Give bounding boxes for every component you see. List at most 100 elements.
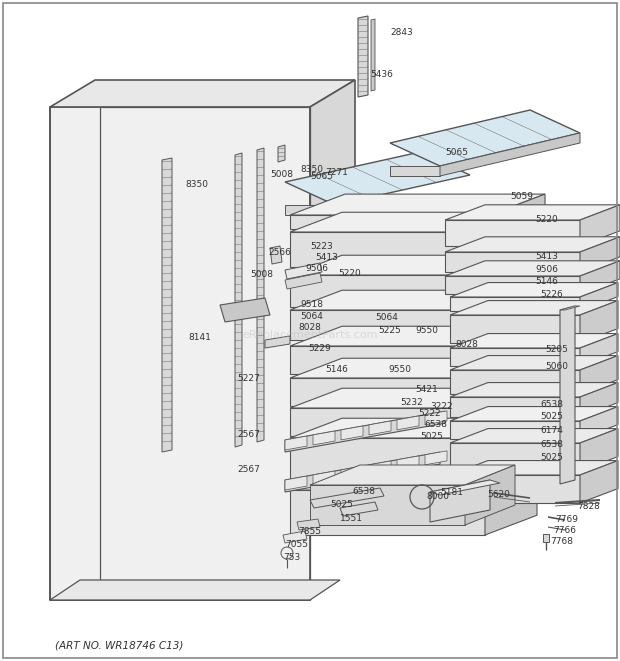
Polygon shape	[485, 255, 537, 307]
Polygon shape	[290, 232, 485, 267]
Polygon shape	[397, 456, 419, 470]
Text: (ART NO. WR18746 C13): (ART NO. WR18746 C13)	[55, 640, 184, 650]
Polygon shape	[445, 220, 580, 246]
Polygon shape	[290, 470, 537, 490]
Text: 5025: 5025	[420, 432, 443, 441]
Text: 5064: 5064	[375, 313, 398, 322]
Text: 6538: 6538	[352, 487, 375, 496]
Text: 6174: 6174	[540, 426, 563, 435]
Polygon shape	[450, 370, 580, 394]
Text: 5025: 5025	[540, 453, 563, 462]
Polygon shape	[430, 480, 490, 522]
Polygon shape	[485, 418, 537, 488]
Polygon shape	[560, 306, 580, 310]
Text: 5223: 5223	[310, 242, 333, 251]
Text: 5220: 5220	[338, 269, 361, 278]
Polygon shape	[290, 388, 537, 408]
Text: 7766: 7766	[553, 526, 576, 535]
Text: 3222: 3222	[430, 402, 453, 411]
Text: 7769: 7769	[555, 515, 578, 524]
Text: 7828: 7828	[577, 502, 600, 511]
Polygon shape	[270, 246, 282, 264]
Polygon shape	[450, 383, 618, 397]
Polygon shape	[290, 438, 485, 488]
Polygon shape	[285, 436, 307, 450]
Text: 5227: 5227	[237, 374, 260, 383]
Polygon shape	[450, 297, 580, 311]
Polygon shape	[445, 261, 620, 276]
Text: 8350: 8350	[185, 180, 208, 189]
Polygon shape	[285, 205, 335, 215]
Polygon shape	[450, 421, 580, 439]
Text: 5146: 5146	[325, 365, 348, 374]
Text: 5008: 5008	[250, 270, 273, 279]
Polygon shape	[580, 356, 618, 394]
Polygon shape	[485, 470, 537, 535]
Text: 5065: 5065	[310, 172, 333, 181]
Text: 2567: 2567	[237, 465, 260, 474]
Polygon shape	[285, 263, 322, 279]
Text: 5222: 5222	[418, 409, 441, 418]
Polygon shape	[290, 378, 485, 406]
Polygon shape	[450, 397, 580, 417]
Polygon shape	[290, 290, 537, 310]
Polygon shape	[310, 485, 465, 525]
Polygon shape	[290, 490, 485, 535]
Polygon shape	[580, 334, 618, 366]
Polygon shape	[543, 534, 549, 542]
Text: 9518: 9518	[300, 300, 323, 309]
Polygon shape	[390, 166, 440, 176]
Text: 2567: 2567	[237, 430, 260, 439]
Text: 9550: 9550	[388, 365, 411, 374]
Text: 7768: 7768	[550, 537, 573, 546]
Polygon shape	[430, 480, 500, 495]
Polygon shape	[290, 408, 485, 436]
Polygon shape	[485, 290, 537, 340]
Polygon shape	[290, 194, 545, 215]
Text: 2566: 2566	[268, 248, 291, 257]
Text: 8028: 8028	[298, 323, 321, 332]
Polygon shape	[450, 315, 580, 343]
Polygon shape	[285, 411, 445, 452]
Polygon shape	[285, 152, 470, 205]
Polygon shape	[490, 194, 545, 229]
Text: 5064: 5064	[300, 312, 323, 321]
Polygon shape	[369, 461, 391, 475]
Polygon shape	[290, 255, 537, 275]
Text: 9506: 9506	[305, 264, 328, 273]
Polygon shape	[290, 358, 537, 378]
Text: 9550: 9550	[415, 326, 438, 335]
Polygon shape	[450, 407, 618, 421]
Polygon shape	[580, 407, 618, 439]
Polygon shape	[580, 282, 618, 311]
Polygon shape	[450, 428, 618, 443]
Polygon shape	[425, 451, 447, 465]
Polygon shape	[450, 334, 618, 348]
Polygon shape	[283, 531, 307, 543]
Polygon shape	[358, 16, 368, 97]
Polygon shape	[445, 252, 580, 272]
Text: eReplacementParts.com: eReplacementParts.com	[242, 330, 378, 340]
Text: 5620: 5620	[487, 490, 510, 499]
Text: 5436: 5436	[370, 70, 393, 79]
Polygon shape	[340, 502, 378, 516]
Polygon shape	[290, 346, 485, 374]
Polygon shape	[50, 80, 355, 107]
Text: 7855: 7855	[298, 527, 321, 536]
Polygon shape	[290, 418, 537, 438]
Polygon shape	[485, 358, 537, 406]
Text: 5232: 5232	[400, 398, 423, 407]
Polygon shape	[310, 465, 515, 485]
Polygon shape	[580, 237, 620, 272]
Polygon shape	[162, 158, 172, 452]
Polygon shape	[580, 383, 618, 417]
Polygon shape	[485, 327, 537, 374]
Text: 6538: 6538	[540, 440, 563, 449]
Polygon shape	[290, 215, 490, 229]
Polygon shape	[450, 461, 618, 475]
Text: 5413: 5413	[315, 253, 338, 262]
Polygon shape	[440, 133, 580, 176]
Polygon shape	[425, 411, 447, 425]
Text: 5181: 5181	[440, 488, 463, 497]
Polygon shape	[390, 110, 580, 166]
